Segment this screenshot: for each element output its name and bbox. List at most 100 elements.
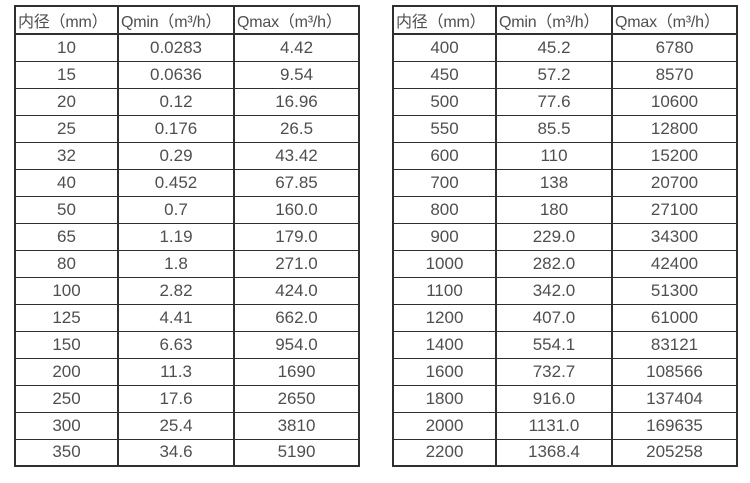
qmin-cell: 1368.4	[495, 438, 613, 467]
qmin-cell: 554.1	[495, 330, 613, 359]
table-body: 400 45.2 6780 450 57.2 8570 500 77.6 10600 550 85.…	[392, 33, 738, 467]
qmax-cell: 12800	[611, 114, 738, 143]
diameter-cell: 1800	[392, 384, 497, 413]
qmax-cell: 9.54	[233, 60, 360, 89]
qmax-cell: 1690	[233, 357, 360, 386]
qmax-cell: 83121	[611, 330, 738, 359]
diameter-cell: 125	[14, 303, 119, 332]
table-row: 50 0.7 160.0	[14, 195, 360, 224]
qmin-cell: 342.0	[495, 276, 613, 305]
qmax-cell: 61000	[611, 303, 738, 332]
qmin-cell: 45.2	[495, 33, 613, 62]
qmin-cell: 732.7	[495, 357, 613, 386]
table-row: 125 4.41 662.0	[14, 303, 360, 332]
qmax-cell: 271.0	[233, 249, 360, 278]
qmin-cell: 25.4	[117, 411, 235, 440]
header-qmin: Qmin（m³/h）	[495, 5, 613, 35]
diameter-cell: 700	[392, 168, 497, 197]
table-row: 1200 407.0 61000	[392, 303, 738, 332]
qmax-cell: 424.0	[233, 276, 360, 305]
diameter-cell: 200	[14, 357, 119, 386]
table-row: 200 11.3 1690	[14, 357, 360, 386]
table-row: 1400 554.1 83121	[392, 330, 738, 359]
diameter-cell: 2000	[392, 411, 497, 440]
diameter-cell: 500	[392, 87, 497, 116]
table-row: 40 0.452 67.85	[14, 168, 360, 197]
qmin-cell: 0.7	[117, 195, 235, 224]
qmax-cell: 42400	[611, 249, 738, 278]
qmax-cell: 15200	[611, 141, 738, 170]
table-row: 1000 282.0 42400	[392, 249, 738, 278]
diameter-cell: 800	[392, 195, 497, 224]
qmin-cell: 0.0283	[117, 33, 235, 62]
table-row: 500 77.6 10600	[392, 87, 738, 116]
table-row: 100 2.82 424.0	[14, 276, 360, 305]
table-body: 10 0.0283 4.42 15 0.0636 9.54 20 0.12 16.96 25 0.1…	[14, 33, 360, 467]
header-qmax: Qmax（m³/h）	[233, 5, 360, 35]
qmin-cell: 138	[495, 168, 613, 197]
table-header-row: 内径（mm） Qmin（m³/h） Qmax（m³/h）	[14, 5, 360, 35]
qmax-cell: 16.96	[233, 87, 360, 116]
qmin-cell: 229.0	[495, 222, 613, 251]
qmin-cell: 110	[495, 141, 613, 170]
diameter-cell: 400	[392, 33, 497, 62]
diameter-cell: 1400	[392, 330, 497, 359]
table-row: 25 0.176 26.5	[14, 114, 360, 143]
qmax-cell: 179.0	[233, 222, 360, 251]
qmax-cell: 205258	[611, 438, 738, 467]
diameter-cell: 450	[392, 60, 497, 89]
qmax-cell: 8570	[611, 60, 738, 89]
flow-table-large-diameters: 内径（mm） Qmin（m³/h） Qmax（m³/h） 400 45.2 6780…	[392, 5, 738, 467]
qmin-cell: 11.3	[117, 357, 235, 386]
qmax-cell: 27100	[611, 195, 738, 224]
qmin-cell: 0.452	[117, 168, 235, 197]
flow-table-small-diameters: 内径（mm） Qmin（m³/h） Qmax（m³/h） 10 0.0283 4.4…	[14, 5, 360, 467]
qmax-cell: 51300	[611, 276, 738, 305]
table-row: 150 6.63 954.0	[14, 330, 360, 359]
qmax-cell: 20700	[611, 168, 738, 197]
table-row: 1600 732.7 108566	[392, 357, 738, 386]
qmin-cell: 282.0	[495, 249, 613, 278]
diameter-cell: 65	[14, 222, 119, 251]
qmax-cell: 108566	[611, 357, 738, 386]
qmax-cell: 2650	[233, 384, 360, 413]
table-row: 1800 916.0 137404	[392, 384, 738, 413]
header-inner-diameter: 内径（mm）	[392, 5, 497, 35]
diameter-cell: 600	[392, 141, 497, 170]
qmax-cell: 954.0	[233, 330, 360, 359]
qmin-cell: 85.5	[495, 114, 613, 143]
qmax-cell: 43.42	[233, 141, 360, 170]
qmax-cell: 4.42	[233, 33, 360, 62]
table-row: 65 1.19 179.0	[14, 222, 360, 251]
diameter-cell: 10	[14, 33, 119, 62]
qmin-cell: 1.19	[117, 222, 235, 251]
table-row: 10 0.0283 4.42	[14, 33, 360, 62]
table-row: 15 0.0636 9.54	[14, 60, 360, 89]
qmin-cell: 1.8	[117, 249, 235, 278]
diameter-cell: 900	[392, 222, 497, 251]
qmin-cell: 0.29	[117, 141, 235, 170]
diameter-cell: 250	[14, 384, 119, 413]
qmin-cell: 4.41	[117, 303, 235, 332]
table-row: 32 0.29 43.42	[14, 141, 360, 170]
qmin-cell: 407.0	[495, 303, 613, 332]
diameter-cell: 1000	[392, 249, 497, 278]
header-qmin: Qmin（m³/h）	[117, 5, 235, 35]
table-row: 250 17.6 2650	[14, 384, 360, 413]
diameter-cell: 80	[14, 249, 119, 278]
qmin-cell: 2.82	[117, 276, 235, 305]
qmin-cell: 17.6	[117, 384, 235, 413]
table-row: 80 1.8 271.0	[14, 249, 360, 278]
table-row: 550 85.5 12800	[392, 114, 738, 143]
diameter-cell: 350	[14, 438, 119, 467]
diameter-cell: 50	[14, 195, 119, 224]
qmax-cell: 662.0	[233, 303, 360, 332]
table-row: 400 45.2 6780	[392, 33, 738, 62]
qmin-cell: 34.6	[117, 438, 235, 467]
qmax-cell: 34300	[611, 222, 738, 251]
diameter-cell: 1600	[392, 357, 497, 386]
diameter-cell: 300	[14, 411, 119, 440]
qmax-cell: 137404	[611, 384, 738, 413]
table-row: 350 34.6 5190	[14, 438, 360, 467]
